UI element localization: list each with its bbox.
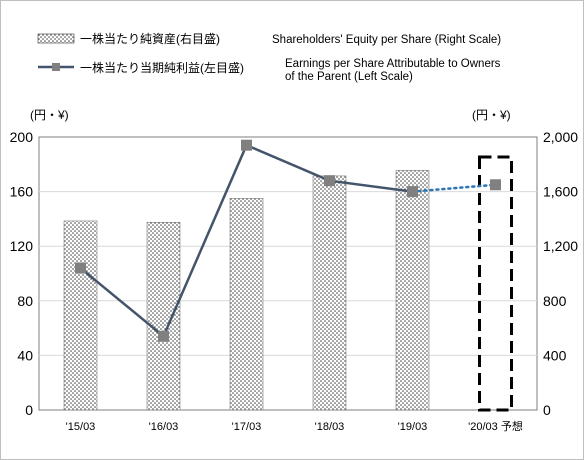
legend-bar-en: Shareholders' Equity per Share (Right Sc…: [272, 34, 501, 46]
left-axis-unit: (円・¥): [30, 108, 69, 122]
forecast-box-rect: [478, 155, 513, 412]
left-tick-label: 80: [17, 293, 33, 309]
x-tick-label: '18/03: [315, 421, 345, 433]
equity-bar: [312, 175, 347, 411]
right-tick-label: 0: [543, 402, 551, 418]
equity-bar: [395, 170, 430, 411]
eps-marker: [241, 139, 252, 151]
eps-markers: [75, 139, 501, 342]
left-tick-label: 160: [10, 184, 34, 200]
equity-bar: [146, 222, 181, 411]
legend-line-jp: 一株当たり当期純利益(左目盛): [80, 60, 244, 75]
x-axis-ticks: '15/03 '16/03 '17/03 '18/03 '19/03 '20/03 予想: [66, 419, 523, 433]
eps-line-forecast: [411, 183, 497, 193]
right-tick-label: 1,600: [543, 184, 578, 200]
right-tick-label: 1,200: [543, 238, 578, 254]
x-tick-label: '20/03 予想: [468, 419, 523, 433]
eps-marker: [324, 175, 335, 187]
left-tick-label: 0: [25, 402, 33, 418]
x-tick-label: '16/03: [149, 421, 179, 433]
eps-marker: [407, 186, 418, 198]
bars: [63, 170, 430, 411]
left-axis-ticks: 0 40 80 120 160 200: [10, 129, 34, 418]
equity-bar: [229, 198, 264, 411]
legend-bar-swatch: [37, 33, 75, 44]
eps-marker: [490, 179, 501, 191]
equity-bar: [63, 220, 98, 411]
plot-area: [38, 136, 538, 411]
left-tick-label: 40: [17, 347, 33, 363]
x-tick-label: '19/03: [398, 421, 428, 433]
legend-line-en-1: Earnings per Share Attributable to Owner…: [285, 58, 501, 70]
legend-bar-jp: 一株当たり純資産(右目盛): [80, 31, 220, 46]
forecast-box: [478, 155, 513, 412]
left-tick-label: 200: [10, 129, 34, 145]
legend-line-en-2: of the Parent (Left Scale): [285, 71, 413, 83]
right-tick-label: 2,000: [543, 129, 578, 145]
eps-marker: [158, 330, 169, 342]
eps-marker: [75, 262, 86, 274]
x-tick-label: '15/03: [66, 421, 96, 433]
right-axis-ticks: 0 400 800 1,200 1,600 2,000: [543, 129, 578, 418]
legend: 一株当たり純資産(右目盛) Shareholders' Equity per S…: [37, 31, 501, 83]
legend-line-marker: [52, 63, 60, 71]
left-tick-label: 120: [10, 238, 34, 254]
right-tick-label: 800: [543, 293, 567, 309]
right-tick-label: 400: [543, 347, 567, 363]
x-tick-label: '17/03: [232, 421, 262, 433]
right-axis-unit: (円・¥): [472, 108, 511, 122]
